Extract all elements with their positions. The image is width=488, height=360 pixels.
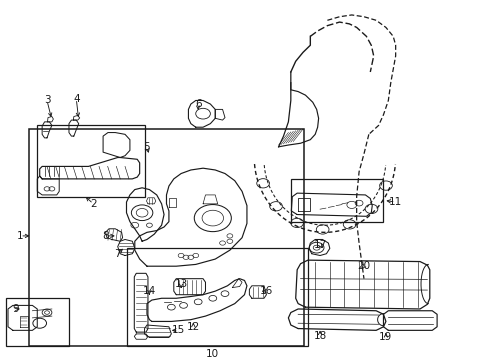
Bar: [29, 129, 304, 346]
Text: 19: 19: [379, 333, 392, 342]
Bar: [37, 125, 144, 197]
Text: 8: 8: [102, 231, 109, 241]
Text: 10: 10: [206, 348, 219, 359]
Text: 6: 6: [194, 99, 201, 109]
Text: 14: 14: [142, 286, 156, 296]
Text: 7: 7: [114, 249, 121, 259]
Bar: [5, 298, 69, 346]
Text: 12: 12: [186, 322, 200, 332]
Bar: [127, 248, 307, 346]
Text: 3: 3: [43, 95, 50, 105]
Text: 11: 11: [388, 197, 402, 207]
Text: 17: 17: [313, 240, 326, 250]
Text: 5: 5: [143, 142, 150, 152]
Text: 4: 4: [73, 94, 80, 104]
Text: 15: 15: [172, 325, 185, 336]
Text: 2: 2: [90, 199, 97, 209]
Text: 18: 18: [313, 331, 326, 341]
Text: 20: 20: [357, 261, 370, 271]
Bar: [290, 179, 383, 222]
Text: 9: 9: [12, 304, 19, 314]
Text: 13: 13: [174, 279, 187, 289]
Text: 1: 1: [17, 231, 23, 241]
Text: 16: 16: [259, 286, 272, 296]
